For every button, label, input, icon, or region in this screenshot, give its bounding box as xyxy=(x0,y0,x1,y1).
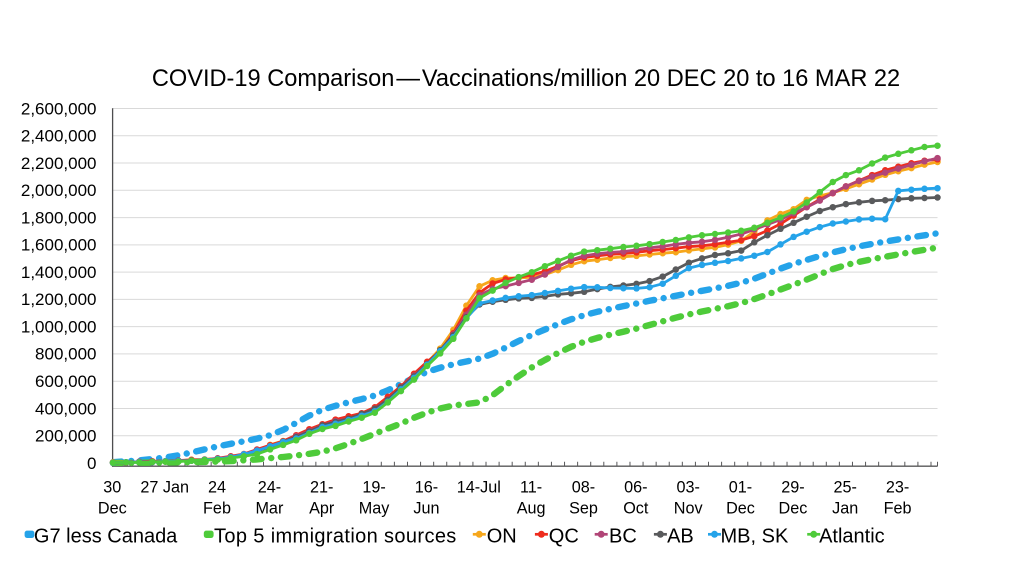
svg-text:01-: 01- xyxy=(729,479,752,497)
svg-text:800,000: 800,000 xyxy=(35,345,96,364)
svg-text:Mar: Mar xyxy=(255,499,283,517)
svg-text:1,600,000: 1,600,000 xyxy=(21,236,97,255)
svg-text:Dec: Dec xyxy=(98,499,127,517)
svg-text:0: 0 xyxy=(87,454,96,473)
svg-text:1,400,000: 1,400,000 xyxy=(21,263,97,282)
svg-text:1,000,000: 1,000,000 xyxy=(21,317,97,336)
svg-text:Atlantic: Atlantic xyxy=(819,525,885,547)
svg-text:2,400,000: 2,400,000 xyxy=(21,127,97,146)
svg-text:Feb: Feb xyxy=(884,499,912,517)
svg-text:Top 5 immigration sources: Top 5 immigration sources xyxy=(214,525,457,547)
svg-text:Dec: Dec xyxy=(779,499,808,517)
svg-text:Feb: Feb xyxy=(203,499,231,517)
svg-text:Sep: Sep xyxy=(569,499,598,517)
svg-text:COVID-19 Comparison — Vaccinat: COVID-19 Comparison — Vaccinations/milli… xyxy=(152,66,900,92)
svg-text:21-: 21- xyxy=(310,479,333,497)
svg-text:25-: 25- xyxy=(833,479,856,497)
svg-text:Nov: Nov xyxy=(674,499,704,517)
svg-text:1,800,000: 1,800,000 xyxy=(21,208,97,227)
svg-text:Dec: Dec xyxy=(726,499,755,517)
svg-text:Jan: Jan xyxy=(832,499,858,517)
svg-text:30: 30 xyxy=(103,479,121,497)
svg-text:Apr: Apr xyxy=(309,499,335,517)
svg-text:14-Jul: 14-Jul xyxy=(457,479,501,497)
svg-text:G7 less Canada: G7 less Canada xyxy=(34,525,178,547)
svg-text:Jun: Jun xyxy=(413,499,439,517)
svg-text:200,000: 200,000 xyxy=(35,427,96,446)
svg-text:QC: QC xyxy=(549,525,579,547)
svg-text:2,200,000: 2,200,000 xyxy=(21,154,97,173)
svg-text:600,000: 600,000 xyxy=(35,372,96,391)
svg-text:2,000,000: 2,000,000 xyxy=(21,181,97,200)
svg-text:1,200,000: 1,200,000 xyxy=(21,290,97,309)
svg-text:08-: 08- xyxy=(572,479,595,497)
svg-text:19-: 19- xyxy=(362,479,385,497)
svg-text:27 Jan: 27 Jan xyxy=(140,479,189,497)
svg-text:Oct: Oct xyxy=(623,499,649,517)
svg-text:16-: 16- xyxy=(415,479,438,497)
svg-text:2,600,000: 2,600,000 xyxy=(21,99,97,118)
svg-text:03-: 03- xyxy=(676,479,699,497)
svg-text:BC: BC xyxy=(609,525,637,547)
svg-text:23-: 23- xyxy=(886,479,909,497)
svg-text:ON: ON xyxy=(487,525,517,547)
svg-text:24: 24 xyxy=(208,479,226,497)
svg-text:11-: 11- xyxy=(520,479,542,497)
svg-text:MB, SK: MB, SK xyxy=(721,525,789,547)
svg-text:29-: 29- xyxy=(781,479,804,497)
svg-text:06-: 06- xyxy=(624,479,647,497)
svg-text:400,000: 400,000 xyxy=(35,399,96,418)
svg-text:24-: 24- xyxy=(258,479,281,497)
svg-text:Aug: Aug xyxy=(517,499,546,517)
svg-text:May: May xyxy=(359,499,390,517)
svg-text:AB: AB xyxy=(667,525,694,547)
